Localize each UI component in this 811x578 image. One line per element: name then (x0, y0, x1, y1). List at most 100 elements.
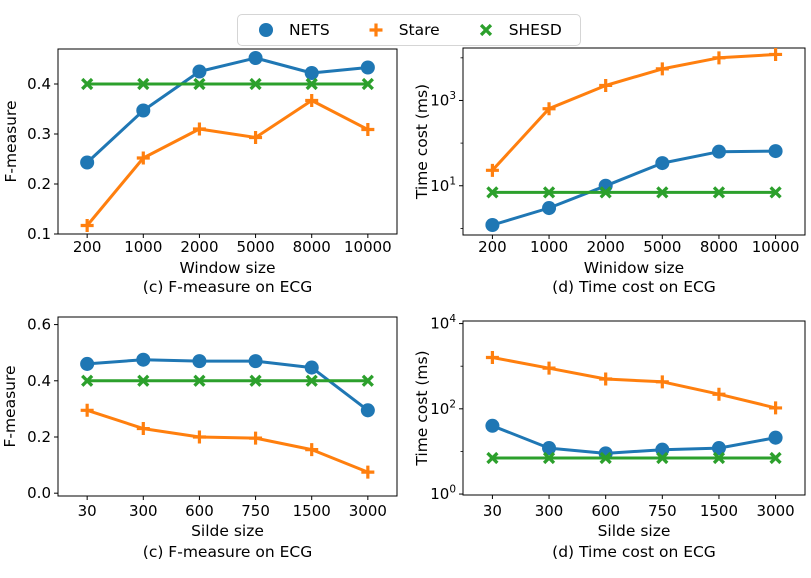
y-tick-label: 104 (430, 313, 456, 333)
x-tick-label: 5000 (643, 238, 681, 256)
plus-marker-icon (599, 78, 613, 92)
legend: NETS Stare SHESD (237, 14, 581, 46)
y-tick-label: 0.3 (27, 125, 51, 143)
x-marker-icon (137, 77, 150, 91)
x-tick-label: 3000 (349, 502, 387, 520)
x-marker-icon (486, 451, 499, 465)
plus-marker-icon (80, 403, 94, 417)
nets-circle-marker-icon (256, 20, 276, 40)
circle-marker-icon (248, 50, 263, 66)
circle-marker-icon (711, 144, 726, 159)
circle-marker-icon (80, 155, 95, 170)
circle-marker-icon (258, 22, 274, 38)
plus-marker-icon (361, 123, 375, 136)
plus-marker-icon (712, 51, 726, 65)
x-marker-icon (81, 77, 94, 91)
y-tick-label: 0.4 (27, 372, 51, 390)
x-tick-label: 1000 (530, 238, 568, 256)
chart-f-measure-slide-size: 0.0 0.2 0.4 0.6 30 300 600 750 1500 3000 F-measure… (0, 295, 406, 578)
x-tick-label: 3000 (756, 502, 794, 520)
chart-caption: (c) F-measure on ECG (143, 543, 312, 561)
plus-marker-icon (542, 361, 556, 375)
x-tick-label: 10000 (344, 238, 392, 256)
circle-marker-icon (768, 144, 783, 159)
x-marker-icon (249, 77, 262, 91)
x-marker-icon (542, 186, 556, 199)
x-tick-label: 300 (129, 502, 158, 520)
series-nets-line (85, 56, 370, 164)
x-marker-icon (656, 186, 669, 199)
x-marker-icon (712, 186, 726, 199)
plus-marker-icon (485, 163, 499, 177)
series-stare-line (490, 356, 778, 410)
legend-label-nets: NETS (289, 21, 330, 39)
series-nets-line (490, 149, 778, 227)
x-tick-label: 10000 (752, 238, 800, 256)
series-stare-line (85, 408, 370, 474)
x-marker-icon (479, 23, 492, 37)
x-marker-icon (599, 451, 612, 465)
x-tick-label: 600 (591, 502, 620, 520)
plus-marker-icon (305, 94, 319, 107)
circle-marker-icon (360, 403, 375, 418)
plus-marker-icon (599, 372, 613, 386)
x-tick-label: 200 (478, 238, 507, 256)
y-axis-label: Time cost (ms) (413, 84, 431, 200)
circle-marker-icon (360, 60, 375, 75)
plus-marker-icon (655, 62, 669, 76)
x-tick-label: 8000 (293, 238, 331, 256)
x-tick-label: 750 (241, 502, 270, 520)
y-tick-label: 0.2 (27, 428, 51, 446)
plus-marker-icon (192, 430, 206, 444)
plus-marker-icon (136, 151, 150, 165)
x-tick-label: 750 (648, 502, 677, 520)
x-tick-label: 600 (185, 502, 214, 520)
y-axis-label: F-measure (2, 100, 20, 182)
x-marker-icon (769, 451, 782, 465)
plus-marker-icon (192, 122, 206, 136)
y-axis-label: Time cost (ms) (413, 350, 431, 466)
circle-marker-icon (248, 354, 263, 369)
circle-marker-icon (304, 360, 319, 375)
plus-marker-icon (249, 431, 263, 445)
x-tick-label: 1000 (124, 238, 162, 256)
x-axis-label: Winidow size (584, 259, 684, 277)
plus-marker-icon (361, 465, 375, 479)
x-tick-label: 1500 (293, 502, 331, 520)
y-tick-label: 0.6 (27, 316, 51, 334)
plus-marker-icon (249, 131, 263, 144)
circle-marker-icon (542, 441, 557, 456)
x-tick-label: 5000 (236, 238, 274, 256)
x-tick-label: 30 (483, 502, 502, 520)
plot-area (57, 316, 398, 497)
x-axis-label: Window size (179, 259, 275, 277)
x-axis-label: Silde size (598, 522, 671, 540)
circle-marker-icon (485, 418, 500, 433)
plot-area (57, 48, 398, 235)
x-marker-icon (81, 374, 94, 387)
circle-marker-icon (304, 65, 319, 81)
circle-marker-icon (136, 352, 151, 367)
circle-marker-icon (768, 430, 783, 445)
x-marker-icon (542, 451, 556, 465)
x-marker-icon (305, 374, 318, 387)
plus-marker-icon (305, 443, 319, 457)
x-marker-icon (305, 77, 318, 91)
y-tick-label: 0.1 (27, 225, 51, 243)
plus-marker-icon (712, 387, 726, 401)
x-tick-label: 300 (535, 502, 564, 520)
plus-marker-icon (369, 23, 383, 37)
series-nets-line (490, 424, 778, 455)
x-marker-icon (249, 374, 262, 387)
y-tick-label: 103 (430, 90, 456, 110)
chart-caption: (d) Time cost on ECG (552, 543, 716, 561)
y-tick-label: 101 (430, 175, 456, 195)
plus-marker-icon (655, 375, 669, 389)
plus-marker-icon (769, 47, 783, 61)
x-tick-label: 2000 (180, 238, 218, 256)
x-tick-label: 1500 (700, 502, 738, 520)
x-marker-icon (361, 77, 374, 91)
x-marker-icon (193, 77, 206, 91)
legend-item-nets: NETS (256, 20, 330, 40)
